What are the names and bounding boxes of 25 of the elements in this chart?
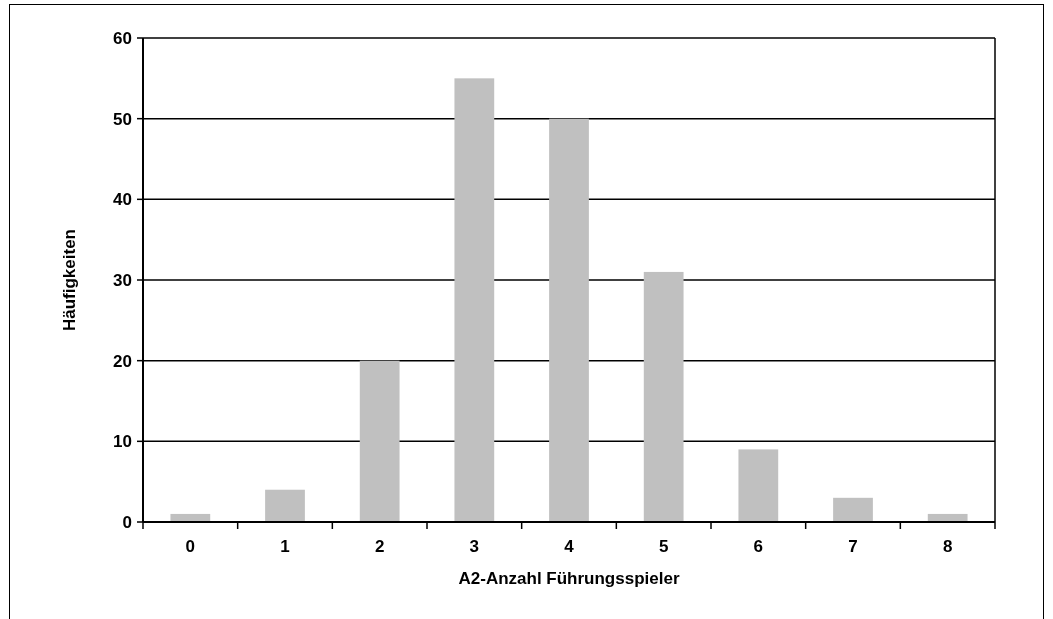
y-tick-label: 0 bbox=[122, 512, 132, 532]
y-tick-label: 40 bbox=[113, 190, 132, 210]
bar bbox=[454, 78, 495, 522]
y-tick-label: 30 bbox=[113, 270, 132, 290]
x-tick-label: 6 bbox=[753, 537, 764, 556]
x-tick-label: 7 bbox=[848, 537, 858, 556]
x-tick-label: 1 bbox=[280, 537, 290, 556]
bar bbox=[643, 271, 684, 522]
x-axis-title: A2-Anzahl Führungsspieler bbox=[458, 569, 680, 588]
bar bbox=[265, 489, 305, 522]
bar bbox=[549, 118, 589, 522]
x-tick-label: 0 bbox=[185, 537, 196, 556]
bar bbox=[833, 497, 873, 522]
x-tick-label: 5 bbox=[658, 537, 669, 556]
x-tick-label: 2 bbox=[374, 537, 385, 556]
bar bbox=[359, 360, 400, 522]
y-tick-label: 10 bbox=[113, 432, 132, 452]
bar bbox=[738, 449, 779, 522]
y-axis-title: Häufigkeiten bbox=[60, 228, 79, 332]
y-tick-label: 50 bbox=[113, 109, 132, 129]
x-tick-label: 8 bbox=[942, 537, 953, 556]
x-tick-label: 3 bbox=[469, 537, 480, 556]
y-tick-label: 20 bbox=[113, 351, 132, 371]
x-tick-label: 4 bbox=[564, 537, 575, 556]
y-tick-label: 60 bbox=[113, 28, 132, 48]
